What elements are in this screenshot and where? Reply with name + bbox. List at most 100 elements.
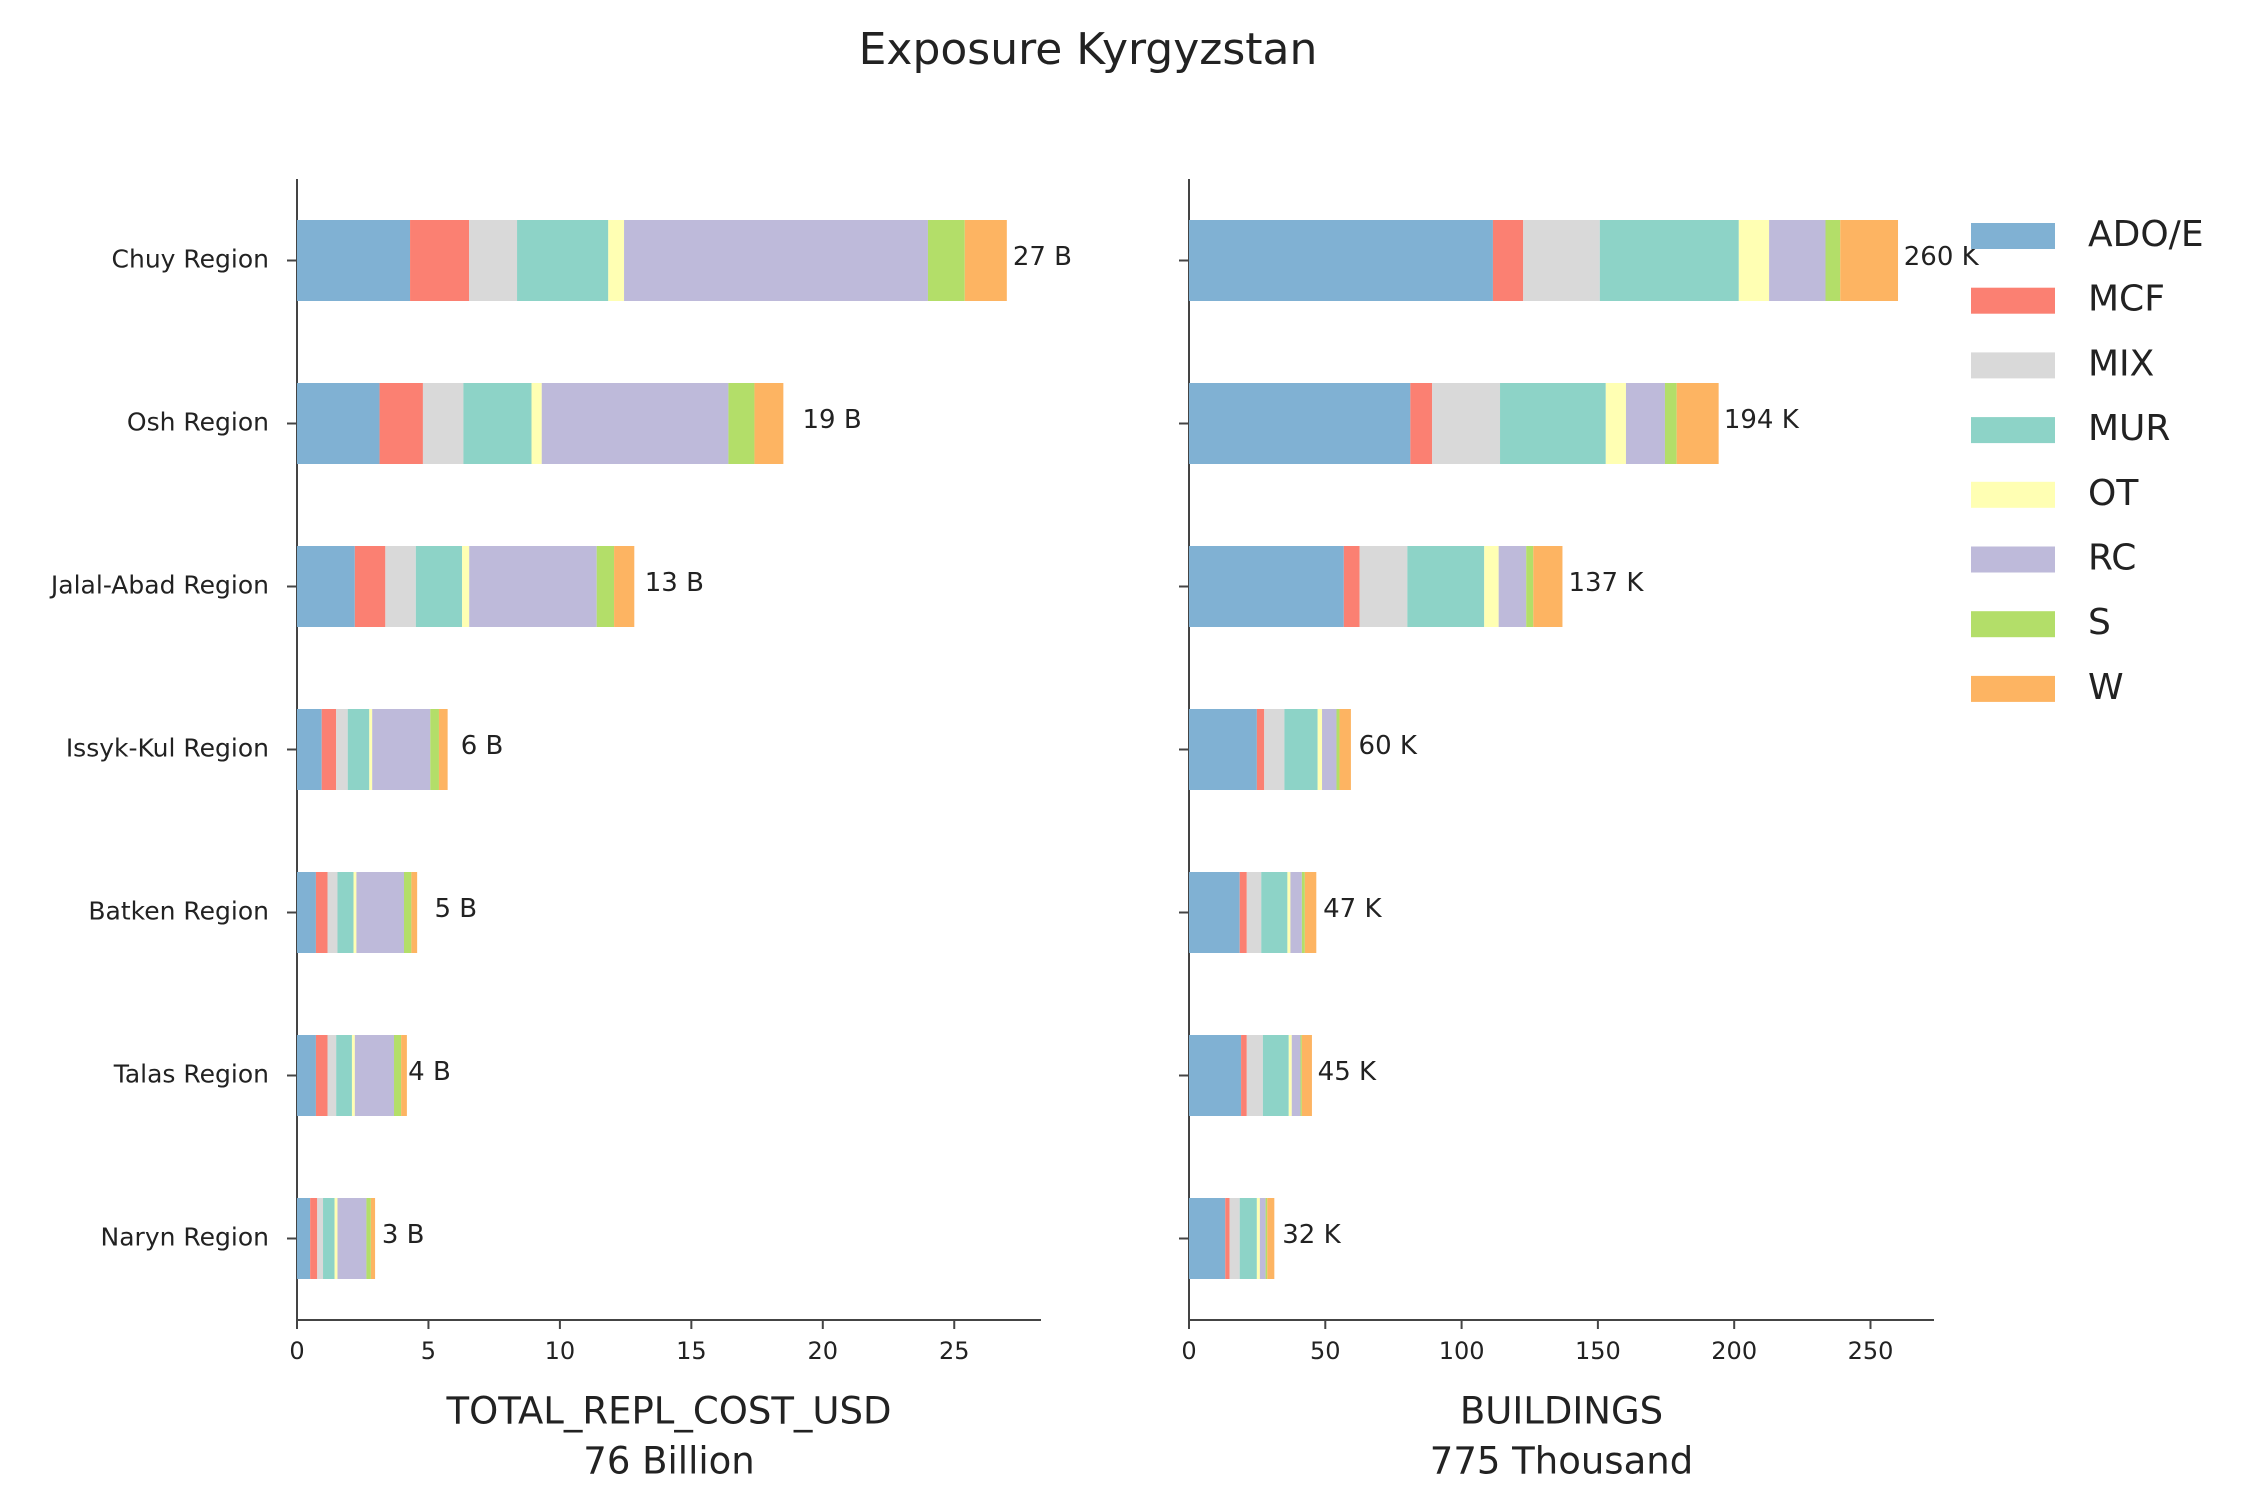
bar-segment [353,872,357,953]
x-axis-label: 775 Thousand [1430,1440,1693,1483]
bar-segment [1410,383,1433,464]
bar-segment [1339,709,1351,790]
bar-segment [1500,383,1606,464]
bar-segment [596,546,615,627]
x-axis-label: TOTAL_REPL_COST_USD [446,1390,892,1433]
x-tick-label: 20 [808,1337,839,1365]
legend-swatch [1971,611,2055,638]
value-label: 260 K [1904,242,1980,272]
bar-segment [297,220,411,301]
bar-segment [1526,546,1534,627]
x-tick-label: 15 [676,1337,707,1365]
bar-segment [1300,1035,1302,1116]
bar-segment [1189,1035,1242,1116]
bar-segment [1264,709,1285,790]
y-tick-label: Chuy Region [112,245,269,274]
bar-segment [1239,872,1247,953]
bar-segment [1225,1198,1230,1279]
bar-segment [1840,220,1899,301]
bar-segment [1825,220,1841,301]
bar-segment [462,546,470,627]
bar-segment [372,709,431,790]
bar-segment [728,383,755,464]
bar-segment [1317,709,1323,790]
bar-segment [1239,1198,1257,1279]
x-tick-label: 0 [289,1337,304,1365]
bar-segment [1432,383,1501,464]
bar-segment [1189,546,1344,627]
bar-segment [927,220,965,301]
x-tick-label: 150 [1575,1337,1621,1365]
bar-segment [1484,546,1499,627]
bar-segment [337,872,354,953]
bar-segment [1189,1198,1226,1279]
bar-segment [541,383,729,464]
bar-segment [1625,383,1665,464]
bar-segment [1189,709,1257,790]
bar-segment [754,383,784,464]
bar-segment [1533,546,1563,627]
bar-segment [347,709,370,790]
bar-segment [336,1035,352,1116]
bar-segment [1359,546,1408,627]
bar-segment [323,1198,335,1279]
legend-label: S [2088,602,2111,643]
bar-segment [1267,1198,1275,1279]
legend-label: W [2088,667,2124,708]
bar-segment [1291,1035,1301,1116]
bar-segment [1256,709,1265,790]
bar-segment [469,546,597,627]
bar-segment [1259,1198,1266,1279]
bar-segment [315,872,328,953]
x-tick-label: 0 [1181,1337,1196,1365]
bar-segment [1290,872,1302,953]
bar-segment [1189,220,1493,301]
legend-swatch [1971,352,2055,379]
bar-segment [1605,383,1626,464]
bar-segment [1241,1035,1247,1116]
bar-segment [401,1035,407,1116]
y-tick-label: Issyk-Kul Region [66,734,269,763]
x-tick-label: 10 [545,1337,576,1365]
value-label: 47 K [1323,894,1382,924]
y-tick-label: Talas Region [113,1060,269,1089]
bar-segment [334,1198,338,1279]
bar-segment [1599,220,1739,301]
bar-segment [297,709,322,790]
x-tick-label: 50 [1310,1337,1341,1365]
bar-segment [1301,872,1305,953]
value-label: 4 B [408,1057,451,1087]
x-tick-label: 5 [421,1337,436,1365]
bar-segment [297,1198,311,1279]
bar-segment [327,872,338,953]
bar-segment [1322,709,1337,790]
bar-segment [336,709,348,790]
legend-swatch [1971,481,2055,508]
bar-segment [297,383,380,464]
bar-segment [1523,220,1600,301]
legend-label: MUR [2088,408,2170,449]
bar-segment [351,1035,355,1116]
bar-segment [1284,709,1318,790]
x-tick-label: 250 [1848,1337,1894,1365]
bar-segment [366,1198,371,1279]
legend-swatch [1971,223,2055,249]
legend-swatch [1971,417,2055,444]
bar-segment [463,383,532,464]
legend-label: ADO/E [2088,214,2204,255]
y-tick-label: Osh Region [127,408,269,437]
y-tick-label: Naryn Region [101,1223,269,1252]
bar-segment [1676,383,1719,464]
bar-segment [438,709,448,790]
bar-segment [385,546,416,627]
x-tick-label: 25 [939,1337,970,1365]
bar-segment [1304,872,1317,953]
bar-segment [1262,1035,1289,1116]
value-label: 137 K [1568,568,1644,598]
value-label: 45 K [1318,1057,1377,1087]
bar-segment [411,872,418,953]
bar-segment [1738,220,1770,301]
legend-label: OT [2088,473,2139,514]
legend-label: MCF [2088,279,2165,320]
